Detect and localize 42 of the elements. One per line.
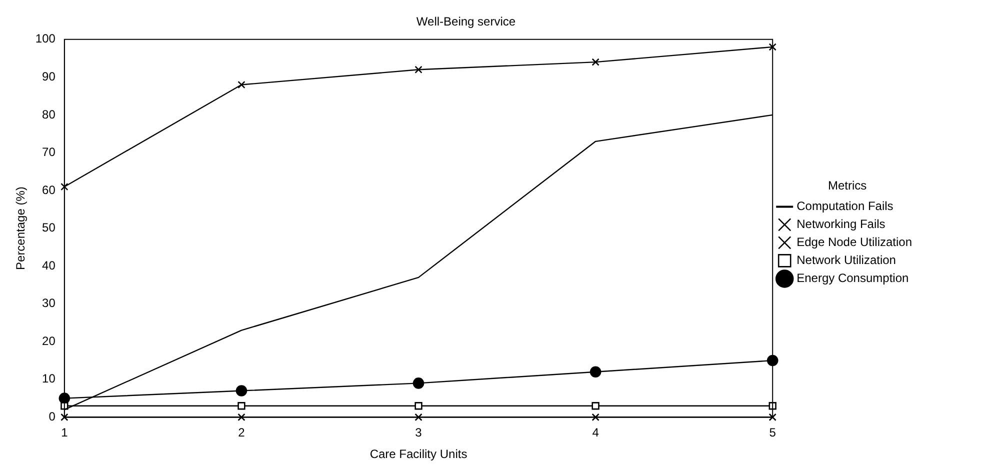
y-tick-label: 0 — [48, 410, 56, 424]
point — [592, 413, 600, 422]
y-axis-title: Percentage (%) — [14, 186, 28, 270]
point — [592, 58, 600, 66]
point — [60, 413, 68, 422]
legend-label: Networking Fails — [796, 217, 886, 232]
legend-label: Computation Fails — [796, 199, 894, 214]
y-tick-label: 60 — [42, 182, 56, 197]
y-tick-label: 70 — [42, 145, 56, 160]
x-tick-label: 3 — [415, 426, 422, 440]
y-tick-label: 50 — [42, 220, 56, 235]
point — [592, 402, 600, 410]
legend-label: Network Utilization — [796, 253, 896, 268]
point — [590, 366, 602, 378]
point — [414, 66, 422, 74]
point — [412, 378, 424, 389]
y-tick-label: 40 — [42, 258, 56, 272]
x-tick-label: 4 — [592, 426, 600, 440]
y-tick-label: 90 — [42, 69, 56, 84]
point — [414, 402, 422, 410]
x-axis-title: Care Facility Units — [370, 447, 468, 462]
point — [414, 413, 422, 422]
point — [238, 413, 246, 422]
legend-title: Metrics — [828, 178, 867, 193]
point — [768, 413, 776, 422]
x-tick-label: 1 — [61, 426, 68, 440]
x-tick-label: 5 — [769, 426, 776, 440]
point — [236, 385, 248, 396]
point — [766, 354, 778, 366]
point — [238, 80, 246, 89]
point — [238, 402, 246, 410]
legend-label: Energy Consumption — [796, 271, 909, 286]
chart-title: Well-Being service — [416, 14, 516, 29]
point — [768, 43, 776, 51]
y-tick-label: 80 — [42, 107, 56, 122]
x-tick-label: 2 — [238, 426, 246, 440]
point — [60, 182, 68, 191]
y-tick-label: 20 — [42, 334, 56, 348]
y-tick-label: 100 — [35, 32, 56, 46]
y-tick-label: 10 — [42, 372, 56, 386]
y-tick-label: 30 — [42, 296, 56, 310]
legend-label: Edge Node Utilization — [796, 235, 912, 250]
